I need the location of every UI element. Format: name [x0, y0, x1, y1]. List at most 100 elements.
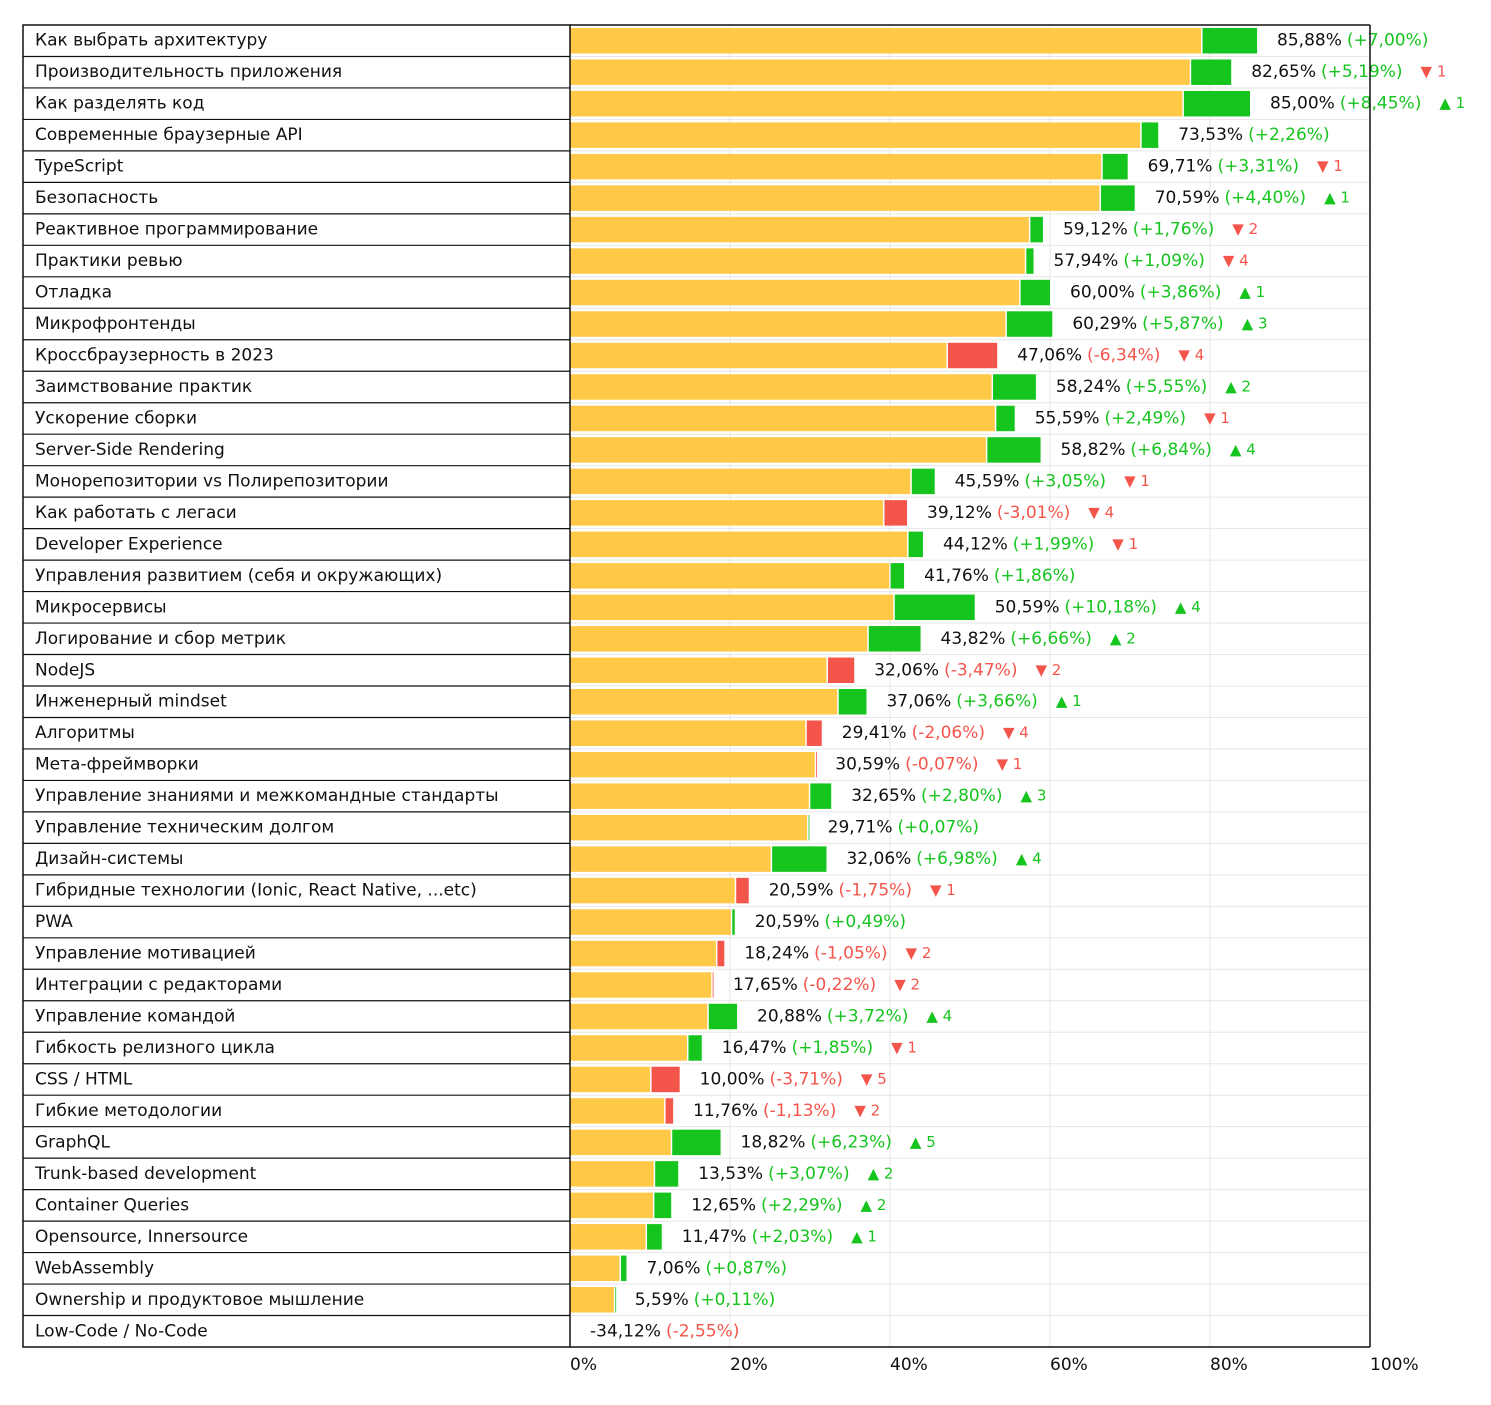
- value-label: 20,59%: [769, 881, 834, 901]
- category-label: PWA: [35, 912, 73, 932]
- rank-change: ▼ 1: [997, 755, 1023, 773]
- bar-decrease: [827, 657, 855, 683]
- value-label: 18,24%: [744, 944, 809, 964]
- rank-change: ▼ 1: [930, 881, 956, 899]
- bar-base: [570, 28, 1202, 54]
- bar-base: [570, 972, 712, 998]
- value-label: 32,06%: [874, 660, 939, 680]
- value-label: 69,71%: [1148, 157, 1213, 177]
- category-label: Современные браузерные API: [35, 125, 303, 145]
- change-label: (+2,29%): [761, 1195, 843, 1215]
- value-label: 32,65%: [851, 786, 916, 806]
- category-label: Как выбрать архитектуру: [35, 31, 267, 51]
- category-label: Микрофронтенды: [35, 314, 196, 334]
- rank-change: ▲ 2: [868, 1164, 894, 1182]
- value-label: 73,53%: [1178, 125, 1243, 145]
- value-label: 7,06%: [646, 1258, 700, 1278]
- category-label: Гибкость релизного цикла: [35, 1038, 275, 1058]
- bar-increase: [908, 531, 923, 558]
- labels: 0% 20% 40% 60% 80% 100% Как выбрать архитектур…: [22, 24, 1465, 1375]
- rank-change: ▼ 5: [861, 1070, 887, 1088]
- change-label: (+3,07%): [768, 1164, 850, 1184]
- bar-base: [570, 59, 1190, 85]
- bars: [570, 28, 1258, 1313]
- rank-change: ▲ 2: [861, 1196, 887, 1214]
- bar-increase: [1006, 311, 1053, 337]
- value-label: 58,82%: [1061, 440, 1126, 460]
- value-label: 44,12%: [943, 534, 1008, 554]
- value-label: 45,59%: [955, 471, 1020, 491]
- value-label: 43,82%: [941, 629, 1006, 649]
- bar-increase: [808, 814, 810, 841]
- bar-increase: [1026, 248, 1034, 274]
- rank-change: ▼ 1: [1204, 409, 1230, 427]
- bar-increase: [894, 594, 975, 621]
- change-label: (-1,05%): [814, 944, 887, 964]
- bar-base: [570, 374, 992, 400]
- bar-increase: [1191, 59, 1232, 85]
- bar-decrease: [712, 972, 714, 998]
- bar-decrease: [806, 720, 822, 746]
- value-label: 11,47%: [682, 1227, 747, 1247]
- category-label: TypeScript: [34, 157, 124, 177]
- value-label: 60,29%: [1072, 314, 1137, 334]
- category-label: Заимствование практик: [35, 377, 252, 397]
- category-label: GraphQL: [35, 1132, 111, 1152]
- category-label: Server-Side Rendering: [35, 440, 225, 460]
- change-label: (+1,09%): [1123, 251, 1205, 271]
- bar-increase: [996, 405, 1015, 432]
- value-label: 18,82%: [741, 1132, 806, 1152]
- bar-increase: [890, 563, 905, 589]
- value-label: 70,59%: [1155, 188, 1220, 208]
- bar-base: [570, 783, 809, 809]
- value-label: 12,65%: [691, 1195, 756, 1215]
- bar-increase: [810, 783, 832, 809]
- bar-increase: [772, 846, 827, 872]
- category-label: Opensource, Innersource: [35, 1227, 248, 1247]
- change-label: (+2,80%): [921, 786, 1003, 806]
- rank-change: ▼ 2: [906, 944, 932, 962]
- category-label: Container Queries: [35, 1195, 189, 1215]
- category-label: NodeJS: [35, 660, 95, 680]
- bar-base: [570, 311, 1006, 337]
- change-label: (+8,45%): [1340, 94, 1422, 114]
- bar-base: [570, 594, 894, 621]
- bar-base: [570, 405, 995, 432]
- change-label: (+1,76%): [1133, 220, 1215, 240]
- category-label: Гибридные технологии (Ionic, React Nativ…: [35, 881, 477, 901]
- rank-change: ▲ 3: [1021, 787, 1047, 805]
- bar-base: [570, 909, 731, 935]
- value-label: 5,59%: [635, 1290, 689, 1310]
- rank-change: ▲ 3: [1242, 315, 1268, 333]
- change-label: (+3,72%): [827, 1007, 909, 1027]
- bar-base: [570, 1224, 646, 1250]
- change-label: (+1,86%): [994, 566, 1076, 586]
- change-label: (+2,49%): [1105, 408, 1187, 428]
- category-label: Как разделять код: [35, 94, 204, 114]
- category-label: Управления развитием (себя и окружающих): [35, 566, 442, 586]
- bar-base: [570, 500, 883, 526]
- bar-increase: [1202, 28, 1258, 54]
- bar-decrease: [651, 1066, 680, 1093]
- category-label: Управление знаниями и межкомандные станд…: [35, 786, 499, 806]
- change-label: (+1,99%): [1013, 534, 1095, 554]
- value-label: 50,59%: [995, 597, 1060, 617]
- change-label: (+3,86%): [1140, 283, 1222, 303]
- category-label: Производительность приложения: [35, 62, 342, 82]
- change-label: (+5,55%): [1126, 377, 1208, 397]
- category-label: Гибкие методологии: [35, 1101, 222, 1121]
- bar-base: [570, 877, 735, 904]
- value-label: 37,06%: [886, 692, 951, 712]
- value-label: 29,41%: [842, 723, 907, 743]
- value-label: 11,76%: [693, 1101, 758, 1121]
- x-tick-label: 100%: [1370, 1355, 1419, 1375]
- value-label: 17,65%: [733, 975, 798, 995]
- x-tick-label: 20%: [730, 1355, 768, 1375]
- change-label: (+7,00%): [1347, 31, 1429, 51]
- category-label: Практики ревью: [35, 251, 183, 271]
- change-label: (+3,66%): [956, 692, 1038, 712]
- bar-base: [570, 814, 808, 841]
- value-label: 58,24%: [1056, 377, 1121, 397]
- category-label: Реактивное программирование: [35, 220, 318, 240]
